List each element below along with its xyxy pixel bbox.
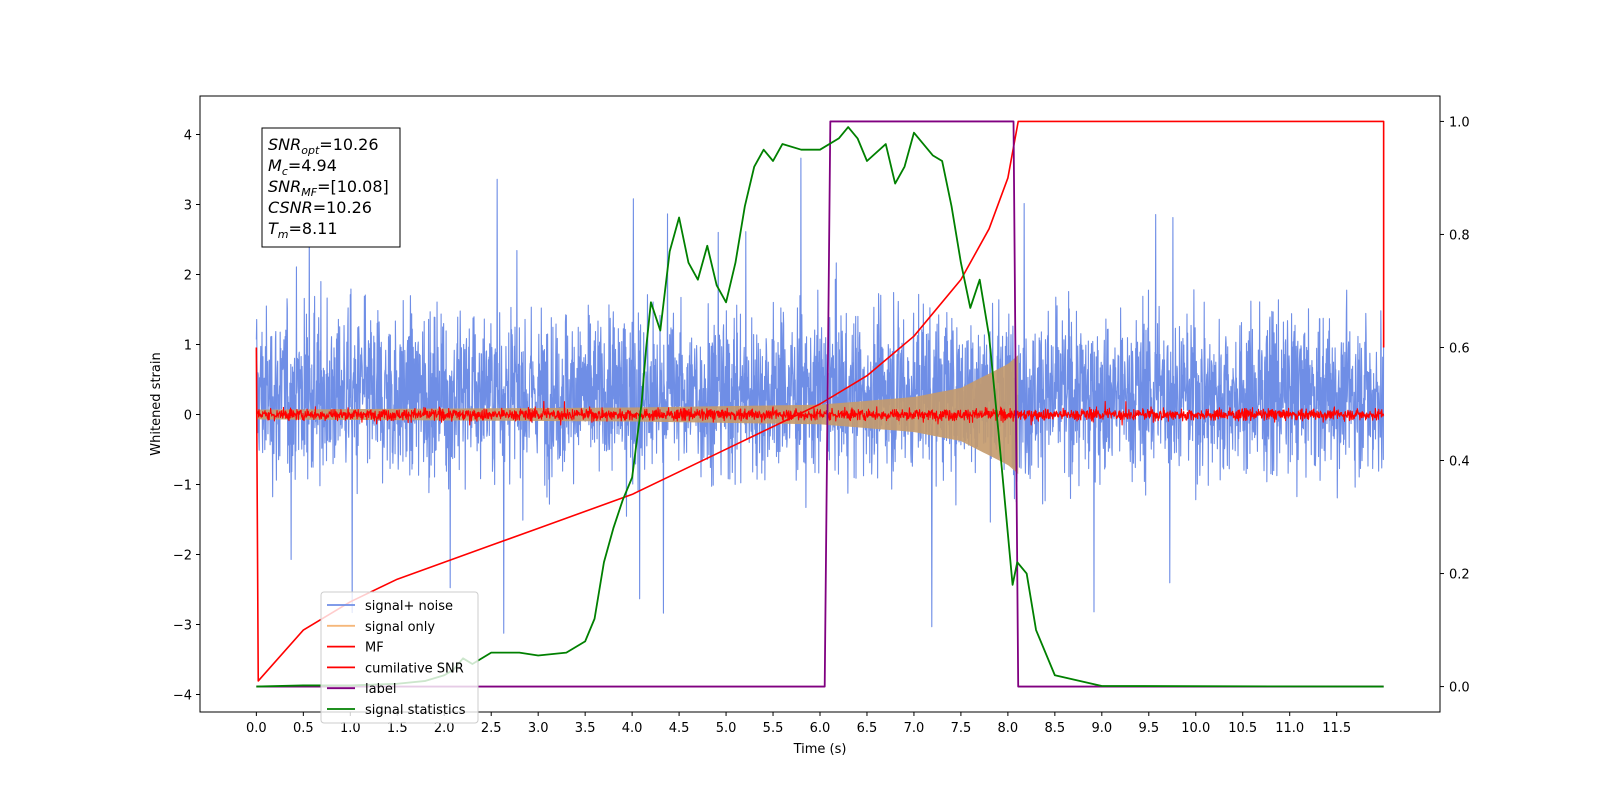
x-tick-label-3: 1.5	[387, 721, 408, 736]
series-3-line	[255, 120, 1385, 682]
y-tick-label-5: 1	[184, 339, 192, 354]
x-axis: 0.0 0.5 1.0 1.5 2.0 2.5 3.0 3.5 4.0 4.5 5.0 5.5 6.0 6…	[246, 712, 1351, 736]
x-tick-label-20: 10.0	[1181, 721, 1210, 736]
x-tick-label-22: 11.0	[1275, 721, 1304, 736]
x-axis-title: Time (s)	[793, 742, 847, 757]
legend-label-4: label	[365, 682, 396, 697]
x-tick-label-0: 0.0	[246, 721, 267, 736]
y-tick-label-6: 2	[184, 269, 192, 284]
annotation-frame	[261, 127, 401, 248]
annotation-line-0: SNRopt=10.26	[268, 135, 379, 157]
y-tick-label-0: −4	[173, 689, 192, 704]
y-axis-title: Whitened strain	[149, 352, 164, 455]
y2-tick-label-5: 1.0	[1449, 115, 1470, 130]
y2-tick-label-3: 0.6	[1449, 341, 1470, 356]
y2-tick-label-1: 0.2	[1449, 568, 1470, 583]
y-tick-label-2: −2	[173, 549, 192, 564]
x-tick-label-21: 10.5	[1228, 721, 1257, 736]
annotation-line-2: SNRMF=[10.08]	[268, 177, 389, 199]
series-layer	[255, 120, 1385, 688]
x-tick-label-9: 4.5	[669, 721, 690, 736]
annotation-box: SNRopt=10.26Mc=4.94SNRMF=[10.08]CSNR=10.…	[261, 127, 401, 248]
y-tick-label-4: 0	[184, 409, 192, 424]
x-tick-label-7: 3.5	[575, 721, 596, 736]
legend-label-3: cumilative SNR	[365, 661, 464, 676]
annotation-line-4: Tm=8.11	[268, 219, 338, 241]
y-axis-left: −4 −3 −2 −1 0 1 2 3 4	[173, 129, 200, 704]
x-tick-label-15: 7.5	[951, 721, 972, 736]
series-1-fill	[256, 355, 1019, 474]
y-tick-label-7: 3	[184, 199, 192, 214]
y-tick-label-8: 4	[184, 129, 192, 144]
y-tick-label-3: −1	[173, 479, 192, 494]
x-tick-label-11: 5.5	[763, 721, 784, 736]
series-4-line	[256, 120, 1384, 688]
x-tick-label-4: 2.0	[434, 721, 455, 736]
x-tick-label-23: 11.5	[1322, 721, 1351, 736]
x-tick-label-6: 3.0	[528, 721, 549, 736]
x-tick-label-19: 9.5	[1138, 721, 1159, 736]
x-tick-label-17: 8.5	[1045, 721, 1066, 736]
x-tick-label-8: 4.0	[622, 721, 643, 736]
legend-label-1: signal only	[365, 620, 435, 635]
x-tick-label-16: 8.0	[998, 721, 1019, 736]
x-tick-label-1: 0.5	[293, 721, 314, 736]
x-tick-label-14: 7.0	[904, 721, 925, 736]
legend-label-2: MF	[365, 641, 384, 656]
legend-frame	[320, 591, 479, 724]
x-tick-label-5: 2.5	[481, 721, 502, 736]
y2-tick-label-0: 0.0	[1449, 681, 1470, 696]
annotation-line-1: Mc=4.94	[268, 156, 337, 178]
x-tick-label-18: 9.0	[1091, 721, 1112, 736]
annotation-line-3: CSNR=10.26	[268, 198, 372, 217]
x-tick-label-10: 5.0	[716, 721, 737, 736]
series-5-line	[256, 126, 1384, 688]
x-tick-label-12: 6.0	[810, 721, 831, 736]
legend: signal+ noise signal only MF cumilative SNR…	[320, 591, 479, 724]
x-tick-label-2: 1.0	[340, 721, 361, 736]
legend-label-5: signal statistics	[365, 703, 466, 718]
series-2-line	[255, 400, 1385, 426]
y-tick-label-1: −3	[173, 619, 192, 634]
y2-tick-label-4: 0.8	[1449, 228, 1470, 243]
x-tick-label-13: 6.5	[857, 721, 878, 736]
legend-label-0: signal+ noise	[365, 599, 453, 614]
y2-tick-label-2: 0.4	[1449, 455, 1470, 470]
y-axis-right: 0.0 0.2 0.4 0.6 0.8 1.0	[1440, 115, 1470, 696]
